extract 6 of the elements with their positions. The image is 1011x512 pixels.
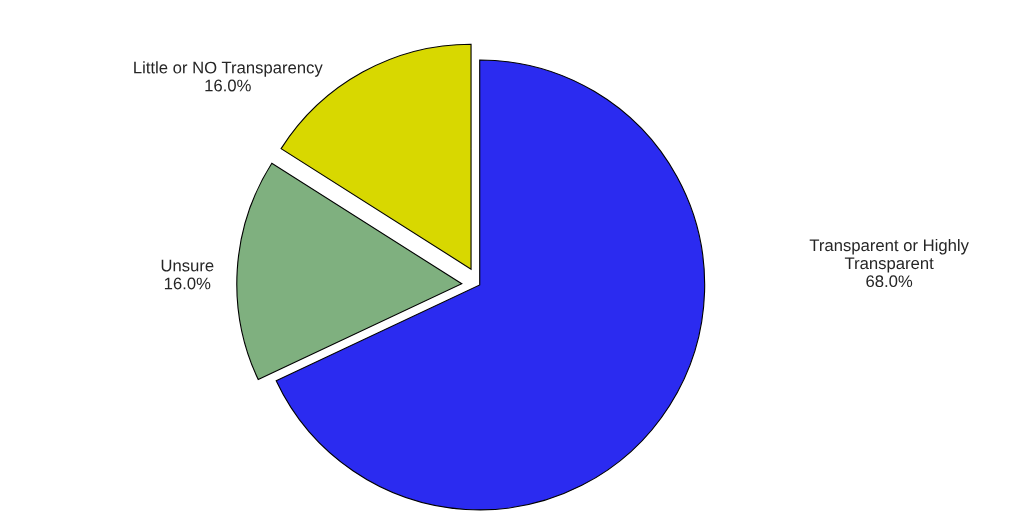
slice-label: Unsure <box>161 259 214 272</box>
slice-label: Transparent or Highly Transparent <box>809 238 969 273</box>
data-label: 16.0% <box>205 79 251 92</box>
data-label: 16.0% <box>164 277 211 290</box>
slice-label: Little or NO Transparency <box>134 61 323 77</box>
data-label: 68.0% <box>866 275 913 288</box>
